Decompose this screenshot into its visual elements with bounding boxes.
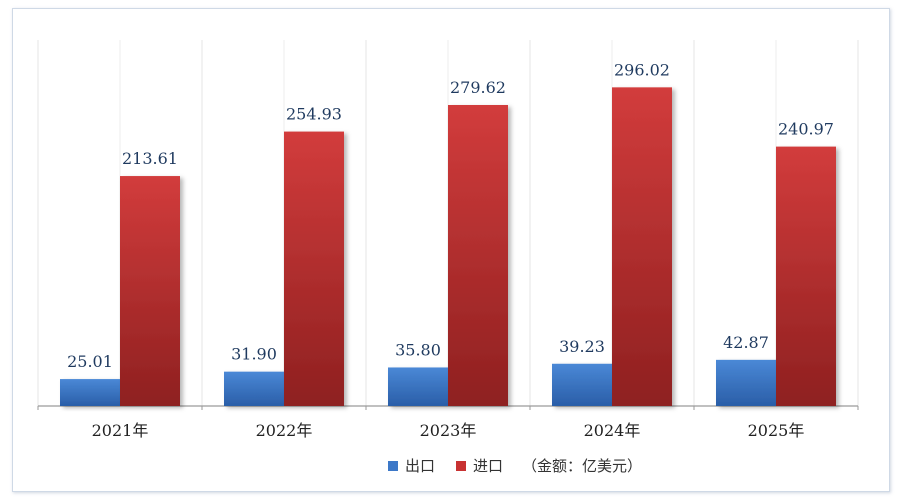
data-label-export-1: 25.01 <box>67 352 113 371</box>
data-label-import-1: 213.61 <box>122 149 178 168</box>
legend: 出口 进口 （金额：亿美元） <box>388 457 642 475</box>
x-tick-labels: 2021年 2022年 2023年 2024年 2025年 <box>92 421 805 440</box>
bar-import-1 <box>120 176 180 406</box>
x-tick-label: 2021年 <box>92 421 149 440</box>
legend-swatch-import <box>456 461 466 471</box>
bar-export-4 <box>552 363 612 406</box>
bar-import-5 <box>776 146 836 406</box>
data-label-export-2: 31.90 <box>231 345 277 364</box>
bar-export-2 <box>224 371 284 406</box>
legend-swatch-export <box>388 461 398 471</box>
x-tick-label: 2022年 <box>256 421 313 440</box>
data-label-export-3: 35.80 <box>395 340 441 359</box>
bar-export-1 <box>60 379 120 406</box>
x-tick-label: 2023年 <box>420 421 477 440</box>
x-tick-label: 2024年 <box>584 421 641 440</box>
bar-import-2 <box>284 131 344 406</box>
data-label-import-3: 279.62 <box>450 78 506 97</box>
bar-export-3 <box>388 367 448 406</box>
data-label-import-4: 296.02 <box>614 60 670 79</box>
legend-label-import: 进口 <box>473 457 503 475</box>
bar-import-3 <box>448 104 508 407</box>
bar-import-4 <box>612 87 672 407</box>
x-tick-label: 2025年 <box>748 421 805 440</box>
data-label-export-5: 42.87 <box>723 333 769 352</box>
data-label-import-2: 254.93 <box>286 105 342 124</box>
data-label-export-4: 39.23 <box>559 337 605 356</box>
value-labels-layer: 25.01 213.61 31.90 254.93 35.80 279.62 39.23 29… <box>67 60 834 371</box>
unit-note: （金额：亿美元） <box>522 457 642 475</box>
bars-layer <box>60 87 836 407</box>
bar-export-5 <box>716 359 776 406</box>
legend-label-export: 出口 <box>405 457 435 475</box>
data-label-import-5: 240.97 <box>778 120 834 139</box>
